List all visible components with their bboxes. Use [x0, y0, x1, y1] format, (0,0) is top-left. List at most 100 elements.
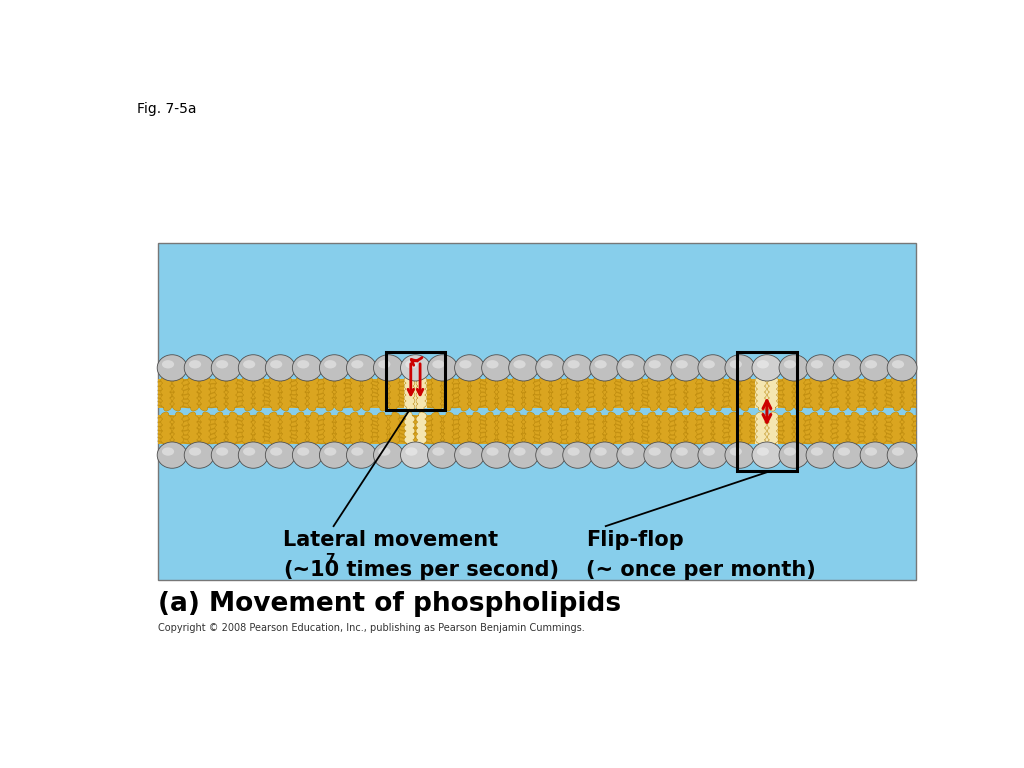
- Ellipse shape: [378, 360, 390, 369]
- Ellipse shape: [730, 447, 742, 455]
- Ellipse shape: [595, 447, 607, 455]
- Ellipse shape: [346, 442, 376, 468]
- Text: Copyright © 2008 Pearson Education, Inc., publishing as Pearson Benjamin Cumming: Copyright © 2008 Pearson Education, Inc.…: [158, 623, 585, 633]
- Bar: [756, 379, 778, 409]
- Ellipse shape: [481, 442, 511, 468]
- Ellipse shape: [671, 355, 700, 381]
- Ellipse shape: [779, 355, 809, 381]
- Ellipse shape: [460, 447, 471, 455]
- Ellipse shape: [644, 442, 674, 468]
- Ellipse shape: [563, 442, 593, 468]
- Ellipse shape: [567, 360, 580, 369]
- Text: 7: 7: [325, 552, 334, 566]
- Ellipse shape: [757, 360, 769, 369]
- Ellipse shape: [406, 360, 418, 369]
- Ellipse shape: [325, 447, 336, 455]
- Ellipse shape: [811, 447, 823, 455]
- Ellipse shape: [887, 442, 918, 468]
- Ellipse shape: [541, 447, 553, 455]
- Ellipse shape: [783, 447, 796, 455]
- Ellipse shape: [676, 360, 688, 369]
- Bar: [158, 243, 916, 580]
- Ellipse shape: [838, 360, 850, 369]
- Ellipse shape: [536, 442, 565, 468]
- Ellipse shape: [158, 355, 187, 381]
- Ellipse shape: [622, 447, 634, 455]
- Text: Flip-flop: Flip-flop: [587, 530, 684, 550]
- Ellipse shape: [400, 355, 430, 381]
- Ellipse shape: [189, 360, 201, 369]
- Ellipse shape: [486, 447, 499, 455]
- Ellipse shape: [293, 442, 323, 468]
- Ellipse shape: [270, 360, 283, 369]
- Ellipse shape: [211, 355, 241, 381]
- Ellipse shape: [319, 355, 349, 381]
- Ellipse shape: [622, 360, 634, 369]
- Ellipse shape: [616, 355, 646, 381]
- Ellipse shape: [811, 360, 823, 369]
- Ellipse shape: [216, 360, 228, 369]
- Ellipse shape: [297, 360, 309, 369]
- Ellipse shape: [892, 360, 904, 369]
- Ellipse shape: [162, 447, 174, 455]
- Ellipse shape: [702, 360, 715, 369]
- Ellipse shape: [860, 442, 890, 468]
- Ellipse shape: [590, 442, 620, 468]
- Ellipse shape: [698, 355, 728, 381]
- Bar: [737, 352, 797, 472]
- Ellipse shape: [752, 355, 782, 381]
- Ellipse shape: [351, 447, 364, 455]
- Ellipse shape: [239, 442, 268, 468]
- Ellipse shape: [428, 355, 458, 381]
- Ellipse shape: [509, 355, 539, 381]
- Ellipse shape: [184, 355, 214, 381]
- Ellipse shape: [265, 355, 295, 381]
- Ellipse shape: [216, 447, 228, 455]
- Bar: [158, 379, 916, 409]
- Ellipse shape: [860, 355, 890, 381]
- Ellipse shape: [432, 447, 444, 455]
- Ellipse shape: [698, 442, 728, 468]
- Ellipse shape: [590, 355, 620, 381]
- Ellipse shape: [779, 442, 809, 468]
- Ellipse shape: [644, 355, 674, 381]
- Ellipse shape: [865, 447, 878, 455]
- Ellipse shape: [563, 355, 593, 381]
- Ellipse shape: [189, 447, 201, 455]
- Bar: [386, 352, 445, 410]
- Bar: [403, 379, 427, 409]
- Ellipse shape: [158, 442, 187, 468]
- Ellipse shape: [671, 442, 700, 468]
- Bar: [756, 415, 778, 445]
- Ellipse shape: [834, 355, 863, 381]
- Ellipse shape: [378, 447, 390, 455]
- Ellipse shape: [892, 447, 904, 455]
- Text: (a) Movement of phospholipids: (a) Movement of phospholipids: [158, 591, 622, 617]
- Ellipse shape: [595, 360, 607, 369]
- Ellipse shape: [455, 442, 484, 468]
- Ellipse shape: [752, 442, 782, 468]
- Ellipse shape: [325, 360, 336, 369]
- Ellipse shape: [346, 355, 376, 381]
- Ellipse shape: [806, 355, 836, 381]
- Ellipse shape: [567, 447, 580, 455]
- Text: times per second): times per second): [333, 560, 559, 580]
- Ellipse shape: [162, 360, 174, 369]
- Text: (~ once per month): (~ once per month): [587, 560, 816, 580]
- Ellipse shape: [374, 355, 403, 381]
- Bar: [158, 415, 916, 445]
- Ellipse shape: [648, 447, 660, 455]
- Ellipse shape: [432, 360, 444, 369]
- Ellipse shape: [184, 442, 214, 468]
- Ellipse shape: [757, 447, 769, 455]
- Ellipse shape: [865, 360, 878, 369]
- Ellipse shape: [730, 360, 742, 369]
- Text: Lateral movement: Lateral movement: [284, 530, 499, 550]
- Ellipse shape: [319, 442, 349, 468]
- Ellipse shape: [243, 360, 255, 369]
- Ellipse shape: [541, 360, 553, 369]
- Text: Fig. 7-5a: Fig. 7-5a: [137, 102, 197, 116]
- Ellipse shape: [211, 442, 241, 468]
- Ellipse shape: [702, 447, 715, 455]
- Ellipse shape: [455, 355, 484, 381]
